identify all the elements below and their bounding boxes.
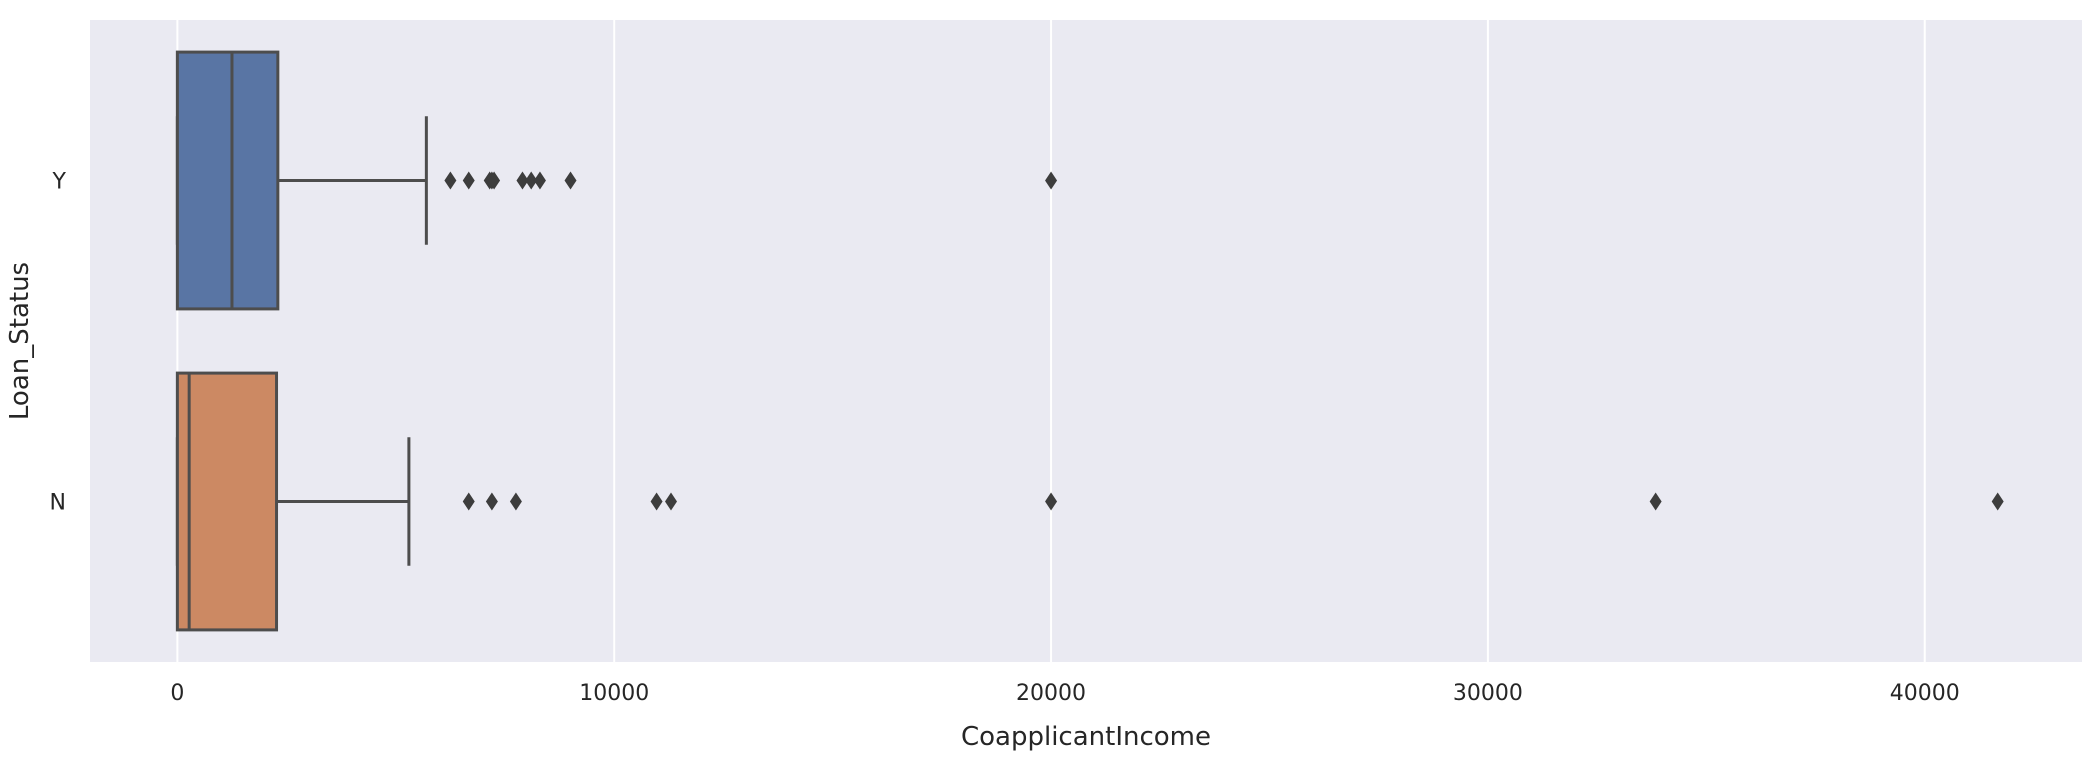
x-tick-label: 40000 bbox=[1890, 681, 1960, 706]
outlier-point bbox=[564, 171, 577, 190]
outlier-point bbox=[485, 492, 498, 511]
outlier-point bbox=[1649, 492, 1662, 511]
y-tick-label: N bbox=[50, 491, 66, 516]
outlier-point bbox=[525, 171, 538, 190]
x-axis-label: CoapplicantIncome bbox=[961, 722, 1211, 752]
x-tick-label: 30000 bbox=[1453, 681, 1523, 706]
outlier-point bbox=[1045, 171, 1058, 190]
plot-background bbox=[90, 20, 2082, 662]
box-group bbox=[175, 50, 1058, 311]
outlier-point bbox=[516, 171, 529, 190]
outlier-point bbox=[462, 492, 475, 511]
x-tick-label: 10000 bbox=[579, 681, 649, 706]
iqr-box bbox=[175, 371, 279, 632]
outlier-point bbox=[509, 492, 522, 511]
y-axis-label: Loan_Status bbox=[5, 262, 35, 420]
box-group bbox=[175, 371, 2004, 632]
y-tick-labels: YN bbox=[50, 170, 67, 516]
x-tick-label: 0 bbox=[170, 681, 184, 706]
y-tick-label: Y bbox=[52, 170, 67, 195]
outlier-point bbox=[1045, 492, 1058, 511]
outlier-point bbox=[533, 171, 546, 190]
x-tick-labels: 0 10000 20000 30000 40000 bbox=[170, 681, 1959, 706]
outlier-point bbox=[665, 492, 677, 511]
outlier-point bbox=[650, 492, 663, 511]
outlier-point bbox=[462, 171, 475, 190]
box-groups bbox=[175, 50, 2004, 632]
x-tick-label: 20000 bbox=[1016, 681, 1086, 706]
outlier-point bbox=[488, 171, 501, 190]
outlier-point bbox=[1991, 492, 2004, 511]
outlier-point bbox=[444, 171, 457, 190]
iqr-box bbox=[175, 50, 280, 311]
